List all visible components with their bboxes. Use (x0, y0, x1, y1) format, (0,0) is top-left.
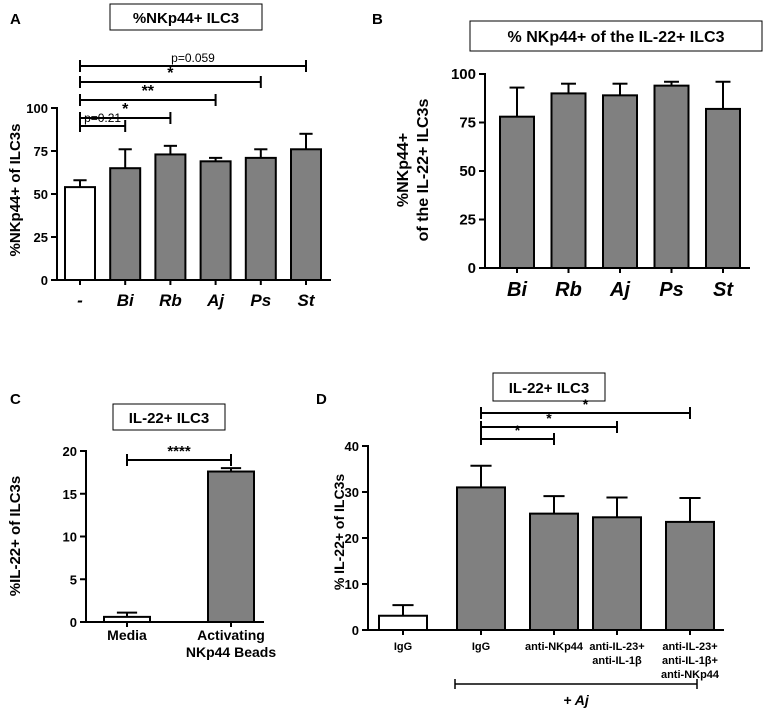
bar (456, 486, 506, 631)
significance-label: p=0.059 (171, 51, 215, 65)
significance-label: * (515, 422, 521, 438)
y-tick-label: 5 (70, 572, 77, 587)
y-tick-label: 20 (63, 444, 77, 459)
y-axis-label-line2: of the IL-22+ ILC3s (415, 99, 432, 242)
x-tick-label: Ps (250, 291, 271, 310)
bar (499, 115, 535, 270)
bar (109, 167, 142, 281)
panel-label-b: B (372, 11, 383, 28)
y-tick-label: 50 (459, 163, 476, 180)
significance-label: * (546, 410, 552, 426)
bar (103, 615, 151, 623)
x-tick-label: - (77, 291, 83, 310)
y-tick-label: 100 (26, 101, 48, 116)
panel-d: D IL-22+ ILC3 % IL-22+ of ILC3s 0 10 20 30 4… (316, 372, 724, 708)
significance-brackets: **** (126, 443, 232, 466)
bar (592, 516, 642, 631)
significance-brackets: * * * (480, 396, 691, 445)
y-tick-label: 100 (451, 66, 476, 83)
bar (64, 186, 96, 281)
panel-label-c: C (10, 391, 21, 408)
title-box (469, 20, 763, 52)
significance-brackets: p=0.21 ****p=0.059 (79, 51, 307, 132)
y-tick-label: 30 (345, 485, 359, 500)
y-tick-label: 75 (34, 144, 48, 159)
bar (665, 520, 715, 632)
bars: Bi Rb Aj Ps St (499, 80, 741, 301)
bar (199, 160, 232, 282)
y-tick-label: 50 (34, 187, 48, 202)
bar (529, 512, 579, 631)
x-tick-label: Rb (159, 291, 182, 310)
significance-label: **** (167, 443, 191, 460)
bars: IgG IgG anti-NKp44 anti-IL-23+ anti-IL-1β ant… (378, 464, 720, 681)
chart-title: % NKp44+ of the IL-22+ ILC3 (508, 29, 725, 46)
group-label: + Aj (563, 692, 590, 708)
significance-label: * (583, 396, 589, 412)
panel-b: B % NKp44+ of the IL-22+ ILC3 %NKp44+ of… (372, 11, 763, 301)
x-tick-label: Bi (507, 279, 527, 301)
panel-label-d: D (316, 391, 327, 408)
x-tick-label: NKp44 Beads (186, 644, 276, 660)
x-tick-label: Aj (206, 291, 225, 310)
x-tick-label: anti-IL-1β+ (662, 655, 718, 667)
x-tick-label: anti-IL-1β (592, 655, 642, 667)
y-tick-label: 10 (63, 530, 77, 545)
y-tick-label: 10 (345, 577, 359, 592)
significance-label: * (167, 65, 174, 82)
panel-label-a: A (10, 11, 21, 28)
y-tick-label: 0 (468, 260, 476, 277)
y-tick-label: 0 (70, 615, 77, 630)
significance-label: * (122, 101, 129, 118)
y-tick-label: 25 (459, 212, 476, 229)
bar (378, 614, 428, 631)
y-tick-label: 25 (34, 230, 48, 245)
chart-title: IL-22+ ILC3 (129, 410, 209, 427)
x-tick-label: Aj (609, 279, 630, 301)
bar (705, 107, 741, 269)
bar (290, 148, 322, 281)
y-axis-label-line1: %NKp44+ (395, 133, 412, 207)
x-tick-label: Activating (197, 627, 265, 643)
bar (602, 94, 638, 269)
panel-c: C IL-22+ ILC3 %IL-22+ of ILC3s 05101520 … (7, 391, 276, 660)
y-axis-label: %NKp44+ of ILC3s (7, 124, 24, 257)
x-tick-label: anti-IL-23+ (589, 641, 644, 653)
chart-title: %NKp44+ ILC3 (133, 10, 239, 27)
bar (207, 470, 255, 623)
bar (154, 153, 187, 281)
bar (550, 92, 587, 270)
bar (244, 156, 277, 282)
x-tick-label: Media (107, 627, 147, 643)
bar (653, 84, 690, 269)
x-tick-label: anti-NKp44 (661, 669, 720, 681)
y-tick-label: 20 (345, 531, 359, 546)
x-tick-label: St (713, 279, 734, 301)
title-box (109, 3, 263, 31)
axes: 0 25 50 75 100 (26, 101, 331, 288)
title-box (112, 403, 226, 431)
x-tick-label: IgG (394, 641, 412, 653)
y-axis-label: %IL-22+ of ILC3s (7, 476, 24, 596)
chart-title: IL-22+ ILC3 (509, 380, 589, 397)
title-box (492, 372, 606, 402)
panel-a: A %NKp44+ ILC3 %NKp44+ of ILC3s 0 25 50 75 1… (7, 3, 331, 310)
significance-label: ** (142, 83, 155, 100)
y-tick-label: 40 (345, 439, 359, 454)
x-tick-label: anti-NKp44 (525, 641, 584, 653)
x-tick-label: Rb (555, 279, 582, 301)
y-axis-label: % IL-22+ of ILC3s (331, 474, 347, 591)
bars: - Bi Rb Aj Ps St (64, 132, 322, 310)
y-tick-label: 0 (41, 273, 48, 288)
y-tick-label: 75 (459, 115, 476, 132)
x-tick-label: St (298, 291, 316, 310)
x-tick-label: Bi (117, 291, 135, 310)
y-tick-label: 0 (352, 623, 359, 638)
x-tick-label: IgG (472, 641, 490, 653)
y-tick-label: 15 (63, 487, 77, 502)
x-tick-label: Ps (659, 279, 683, 301)
x-tick-label: anti-IL-23+ (662, 641, 717, 653)
